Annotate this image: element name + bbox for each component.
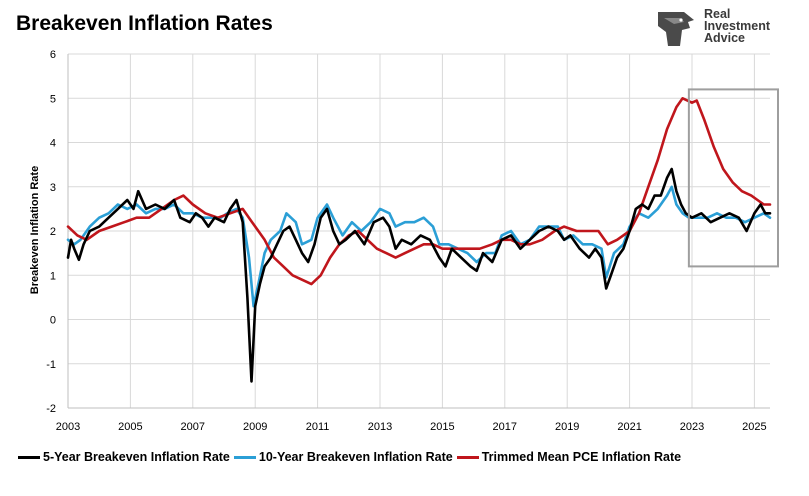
- series-line-5-year: [66, 167, 772, 383]
- x-tick-label: 2023: [680, 421, 704, 433]
- legend-swatch-5-year: [18, 455, 40, 459]
- y-tick-label: 4: [50, 138, 56, 150]
- logo-text: Real Investment Advice: [704, 7, 770, 45]
- x-tick-label: 2013: [368, 421, 392, 433]
- legend-item-5-year: 5-Year Breakeven Inflation Rate: [18, 450, 230, 464]
- y-tick-label: 0: [50, 315, 56, 327]
- highlight-box-layer: [687, 88, 780, 268]
- x-tick-label: 2015: [430, 421, 454, 433]
- legend-item-pce: Trimmed Mean PCE Inflation Rate: [456, 450, 682, 464]
- chart-legend: 5-Year Breakeven Inflation Rate 10-Year …: [18, 450, 685, 464]
- x-axis-ticks: 2003 2005 2007 2009 2011 2013 2015 2017 2019 2021…: [56, 421, 767, 433]
- plot-frame: [67, 54, 770, 409]
- x-tick-label: 2011: [306, 421, 330, 433]
- y-tick-label: 3: [50, 182, 56, 194]
- eagle-head-logo-icon: [658, 12, 694, 46]
- logo-line-1: Real: [704, 7, 731, 21]
- logo-line-3: Advice: [704, 31, 745, 45]
- y-tick-label: -1: [46, 359, 56, 371]
- legend-label-pce: Trimmed Mean PCE Inflation Rate: [481, 450, 682, 464]
- x-tick-label: 2009: [243, 421, 267, 433]
- x-tick-label: 2003: [56, 421, 80, 433]
- series-line-10-year: [66, 185, 772, 308]
- legend-swatch-10-year: [233, 455, 256, 459]
- y-tick-label: 5: [50, 93, 56, 105]
- legend-label-10-year: 10-Year Breakeven Inflation Rate: [258, 450, 453, 464]
- chart-grid: [67, 53, 770, 409]
- company-logo: Real Investment Advice: [654, 8, 794, 50]
- series-layer: [66, 97, 772, 383]
- y-tick-label: 6: [50, 49, 56, 61]
- y-tick-label: -2: [46, 403, 56, 415]
- x-tick-label: 2025: [742, 421, 766, 433]
- x-tick-label: 2021: [617, 421, 641, 433]
- legend-item-10-year: 10-Year Breakeven Inflation Rate: [233, 450, 453, 464]
- y-axis-label: Breakeven Inflation Rate: [29, 166, 41, 294]
- x-tick-label: 2019: [555, 421, 579, 433]
- x-tick-label: 2005: [118, 421, 142, 433]
- y-tick-label: 2: [50, 226, 56, 238]
- highlight-box: [687, 88, 780, 268]
- chart-title: Breakeven Inflation Rates: [16, 12, 273, 35]
- y-tick-label: 1: [50, 270, 56, 282]
- y-axis-ticks: -2 -1 0 1 2 3 4 5 6: [46, 49, 56, 415]
- legend-swatch-pce: [456, 455, 479, 459]
- x-tick-label: 2007: [181, 421, 205, 433]
- logo-line-2: Investment: [704, 19, 770, 33]
- series-line-pce: [66, 97, 772, 286]
- x-tick-label: 2017: [493, 421, 517, 433]
- legend-label-5-year: 5-Year Breakeven Inflation Rate: [43, 450, 230, 464]
